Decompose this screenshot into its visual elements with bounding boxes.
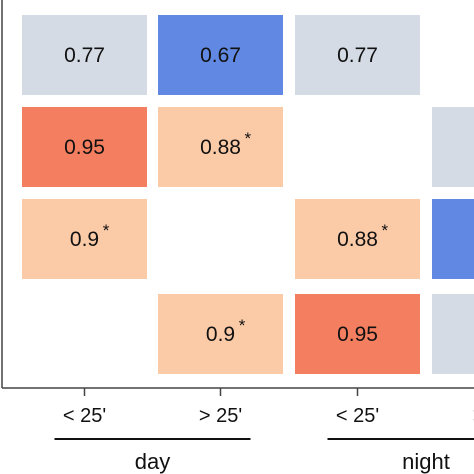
significance-star: * (103, 221, 110, 240)
cell-value-label: 0.77 (64, 44, 105, 67)
heatmap-cell-rect (295, 199, 420, 279)
x-tick-label: < 25' (336, 405, 379, 427)
cell-value-label: 0.95 (337, 323, 378, 346)
cell-value-label: 0.67 (200, 44, 241, 67)
cell-value-label: 0.9 (206, 323, 235, 346)
chart-axes (1, 0, 474, 389)
heatmap-cell-rect (432, 199, 474, 279)
significance-star: * (382, 221, 389, 240)
heatmap-cell-rect (158, 294, 283, 374)
heatmap-cell: 0.95 (295, 294, 420, 374)
x-tick-label: > 25' (199, 405, 242, 427)
heatmap-cell: 0 (432, 107, 474, 187)
cell-value-label: 0.88 (200, 136, 241, 159)
heatmap-cell: 0.9 * (158, 294, 283, 374)
heatmap-cell-rect (158, 107, 283, 187)
x-tick-label: > 25' (473, 405, 474, 427)
group-label: day (135, 449, 170, 474)
cell-value-label: 0.95 (64, 136, 105, 159)
heatmap-cell: 0.9 * (22, 199, 147, 279)
cell-value-label: 0.88 (337, 228, 378, 251)
heatmap-cell-rect (432, 294, 474, 374)
heatmap-cells: 0.770.670.770.950.88*00.9*0.88*0.9*0.95 (22, 15, 474, 374)
heatmap-cell-rect (22, 199, 147, 279)
heatmap-cell: 0.95 (22, 107, 147, 187)
heatmap-cell-rect (295, 15, 420, 95)
column-groups: day night (54, 438, 474, 474)
heatmap-cell: 0.67 (158, 15, 283, 95)
heatmap-cell-rect (22, 15, 147, 95)
heatmap-cell (432, 199, 474, 279)
heatmap-cell-rect (158, 15, 283, 95)
cell-value-label: 0.77 (337, 44, 378, 67)
heatmap-cell: 0.77 (22, 15, 147, 95)
x-tick-label: < 25' (63, 405, 106, 427)
heatmap-cell: 0.77 (295, 15, 420, 95)
heatmap-cell: 0.88 * (295, 199, 420, 279)
heatmap-cell-rect (295, 294, 420, 374)
x-ticks: < 25' > 25' < 25' > 25' (63, 388, 474, 427)
heatmap-cell (432, 294, 474, 374)
heatmap-cell-rect (22, 107, 147, 187)
heatmap-cell: 0.88 * (158, 107, 283, 187)
cell-value-label: 0.9 (70, 228, 99, 251)
significance-star: * (245, 129, 252, 148)
heatmap-cell-rect (432, 107, 474, 187)
group-label: night (402, 449, 450, 474)
significance-star: * (239, 316, 246, 335)
